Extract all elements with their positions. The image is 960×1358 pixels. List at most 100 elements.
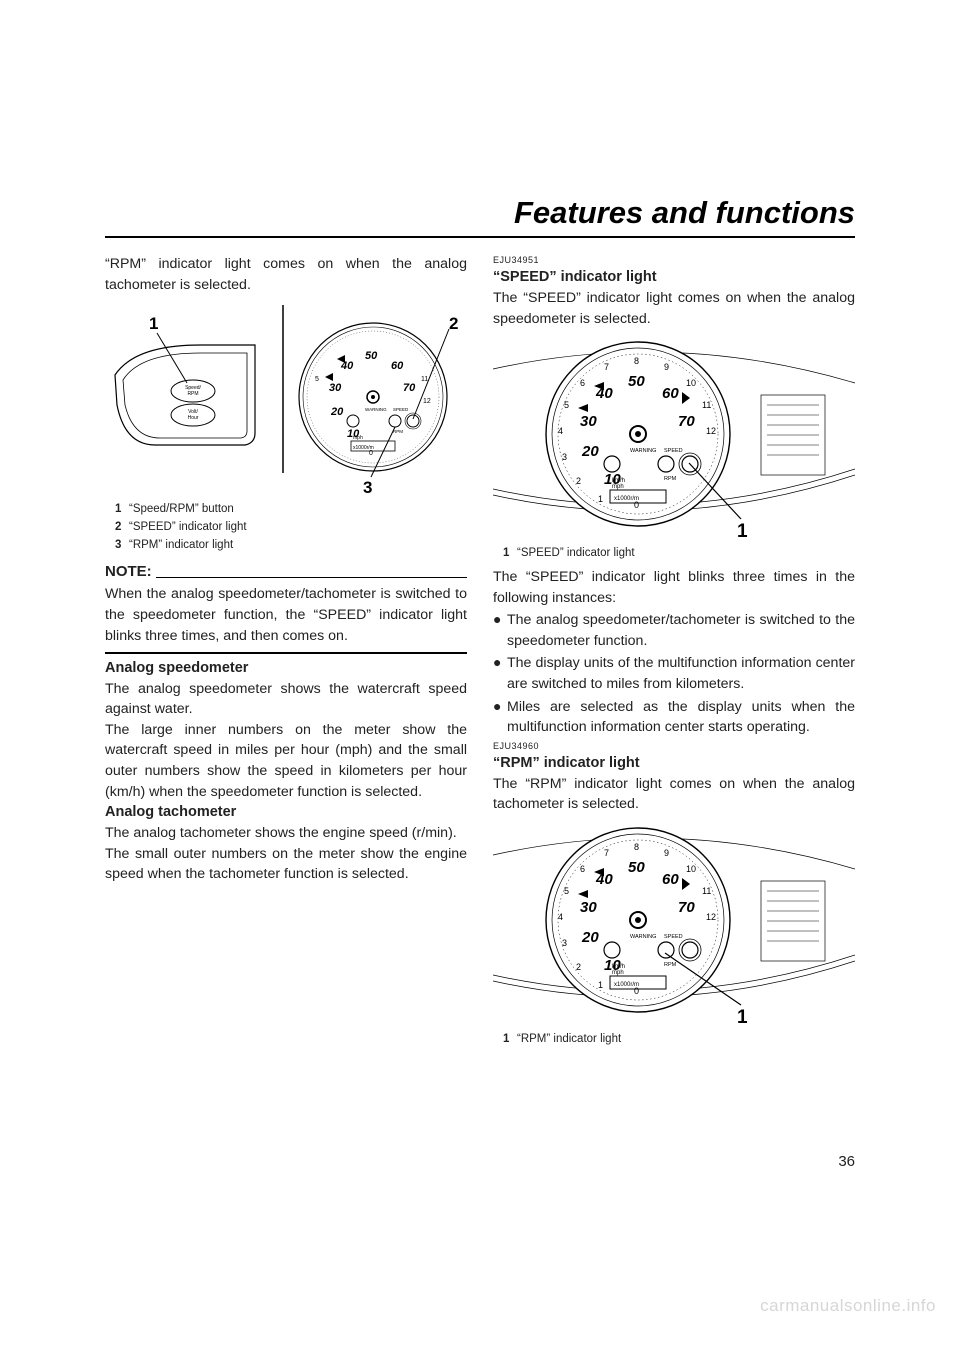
body-text: The “SPEED” indicator light comes on whe… [493,288,855,329]
dial-small: 4 [558,912,563,922]
dial-num: 70 [403,382,416,394]
note-rule [156,577,467,579]
dial-small: 8 [634,356,639,366]
note-body: When the analog speedometer/tachometer i… [105,584,467,646]
figure-rpm-indicator: 10 20 30 40 50 60 70 0 1 2 3 4 5 6 [493,825,855,1025]
body-text: The large inner numbers on the meter sho… [105,720,467,802]
bullet-list: ●The analog speedometer/tachometer is sw… [493,610,855,738]
dial-small: 6 [580,864,585,874]
bullet-icon: ● [493,653,507,694]
figure-speed-indicator: 10 20 30 40 50 60 70 0 1 2 3 4 5 [493,339,855,539]
dial-small: 1 [598,980,603,990]
body-text: The analog tachometer shows the engine s… [105,823,467,844]
dial-num: 20 [330,406,344,418]
btn-label: Hour [188,415,199,421]
dial-small: 3 [562,938,567,948]
dial-small: 10 [686,378,696,388]
rpm-label: RPM [664,962,677,968]
callout-3: 3 [363,478,372,495]
dial-num: 40 [595,871,613,888]
dial-small: 11 [421,376,428,383]
dial-num: 60 [662,871,679,888]
left-column: “RPM” indicator light comes on when the … [105,254,467,1053]
body-text: The “SPEED” indicator light blinks three… [493,567,855,608]
intro-text: “RPM” indicator light comes on when the … [105,254,467,295]
warning-label: WARNING [365,407,387,412]
figure-speed-rpm-button: Speed/ RPM Volt/ Hour 10 [105,305,467,495]
mini-label: x1000r/m [614,496,639,502]
legend-num: 1 [115,501,129,519]
dial-small: 9 [664,362,669,372]
dial-small: 11 [702,886,711,896]
dial-small: 5 [564,400,569,410]
rpm-indicator-heading: “RPM” indicator light [493,753,855,774]
btn-label: RPM [187,391,198,397]
dial-num: 50 [628,859,645,876]
speed-indicator-heading: “SPEED” indicator light [493,267,855,288]
legend-text: “Speed/RPM” button [129,501,234,519]
legend-text: “RPM” indicator light [129,537,233,555]
mini-label: mph [353,435,363,441]
dial-num: 70 [678,899,695,916]
warning-label: WARNING [630,934,656,940]
reference-code: EJU34960 [493,740,855,753]
reference-code: EJU34951 [493,254,855,267]
figure-legend: 1“SPEED” indicator light [503,545,855,563]
dial-num: 30 [329,382,342,394]
dial-num: 60 [662,385,679,402]
dial-small: 10 [686,864,696,874]
legend-text: “SPEED” indicator light [517,545,635,563]
callout-1: 1 [149,314,158,333]
dial-small: 5 [564,886,569,896]
figure-legend: 1“RPM” indicator light [503,1031,855,1049]
body-text: The “RPM” indicator light comes on when … [493,774,855,815]
dial-small: 2 [576,962,581,972]
dial-small: 4 [558,426,563,436]
legend-num: 1 [503,545,517,563]
dial-small: 11 [702,400,711,410]
dial-num: 20 [581,929,599,946]
body-text: The small outer numbers on the meter sho… [105,844,467,885]
dial-small: 12 [706,426,716,436]
header-rule [105,236,855,238]
legend-text: “RPM” indicator light [517,1031,621,1049]
page-number: 36 [838,1153,855,1170]
dial-small: 7 [604,362,609,372]
note-heading: NOTE: [105,561,152,583]
page-title: Features and functions [514,195,855,231]
dial-num: 40 [595,385,613,402]
dial-num: 40 [340,360,354,372]
dial-small: 12 [706,912,716,922]
mini-label: mph [612,484,624,490]
bullet-text: Miles are selected as the display units … [507,697,855,738]
analog-tachometer-heading: Analog tachometer [105,802,467,823]
figure-legend: 1“Speed/RPM” button 2“SPEED” indicator l… [115,501,467,554]
dial-small: 1 [598,494,603,504]
dial-small: 7 [604,848,609,858]
dial-small: 3 [562,452,567,462]
dial-num: 50 [365,350,378,362]
callout-1: 1 [737,1007,748,1025]
dial-num: 20 [581,443,599,460]
dial-small: 8 [634,842,639,852]
mini-label: km/h [612,964,625,970]
dial-small: 5 [315,376,319,383]
legend-num: 2 [115,519,129,537]
dial-num: 30 [580,413,597,430]
mini-label: x1000r/m [353,445,374,451]
bullet-text: The analog speedometer/tachometer is swi… [507,610,855,651]
bullet-icon: ● [493,697,507,738]
rpm-label: RPM [393,429,403,434]
speed-label: SPEED [664,934,683,940]
mini-label: mph [612,970,624,976]
bullet-icon: ● [493,610,507,651]
callout-1: 1 [737,521,748,539]
mini-label: km/h [612,478,625,484]
warning-label: WARNING [630,448,656,454]
dial-small: 12 [423,398,431,405]
body-text: The analog speedometer shows the watercr… [105,679,467,720]
legend-text: “SPEED” indicator light [129,519,247,537]
rpm-label: RPM [664,476,677,482]
dial-num: 30 [580,899,597,916]
speed-label: SPEED [393,407,409,412]
